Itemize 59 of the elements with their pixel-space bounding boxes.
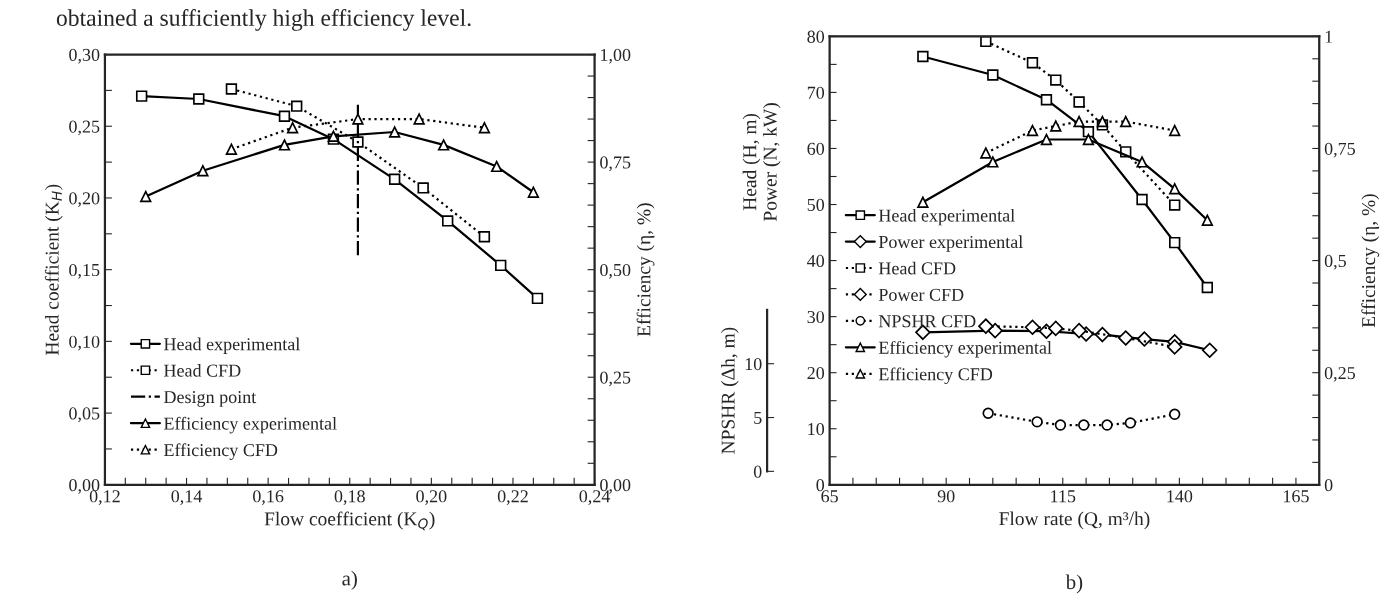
y2-tick-label: 0,75 [600,156,631,172]
legend-label: Efficiency CFD [163,443,278,460]
y-tick-label: 80 [807,30,825,43]
y-tick-label: 50 [807,198,825,211]
legend-label: NPSHR CFD [878,315,976,328]
x-tick-label: 90 [937,490,955,503]
legend-label: Power CFD [878,288,964,301]
y2-tick-label: 0,50 [600,263,631,279]
y3-tick-label: 0 [753,465,762,478]
y-tick-label: 0,10 [69,335,100,351]
y2-tick-label: 0,25 [1324,366,1356,382]
x-axis-title: Flow rate (Q, m³/h) [999,511,1150,530]
y3-tick-label: 10 [745,357,762,371]
y3-axis-title: NPSHR (Δh, m) [721,327,739,454]
x-axis-title: Flow coefficient (K$_{Q}$) [264,511,435,531]
y2-tick-label: 0,5 [1324,254,1346,270]
y2-tick-label: 1 [1325,30,1333,43]
y3-tick-label: 5 [754,411,762,424]
legend-label: Head CFD [163,364,241,377]
y-axis-title: Head coefficient (K$_{H}$) [44,184,63,356]
text: obtained a sufficiently high efficiency level. [56,9,471,31]
y-tick-label: 40 [807,254,825,268]
legend-label: Head experimental [878,208,1015,226]
x-tick-label: 0,22 [497,490,528,505]
y-tick-label: 0,20 [69,192,100,207]
x-tick-label: 0,20 [416,490,447,505]
y2-axis-title: Efficiency (η, %) [636,203,655,337]
y-tick-label: 0,15 [69,263,100,279]
y-tick-label: 10 [808,423,825,436]
x-tick-label: 65 [821,490,838,503]
y-tick-label: 70 [807,86,825,99]
y-tick-label: 0,25 [69,120,100,136]
legend-label: Head CFD [878,261,956,275]
legend-label: Head experimental [163,337,300,354]
text: a) [342,570,357,590]
y-tick-label: 0 [816,479,825,492]
legend-label: Efficiency CFD [878,367,993,385]
y2-tick-label: 0 [1324,479,1333,492]
legend-label: Design point [163,391,257,407]
y2-tick-label: 0,25 [600,371,631,387]
y2-tick-label: 1,00 [601,48,631,64]
x-tick-label: 115 [1051,490,1076,503]
y-tick-label: 30 [807,310,825,324]
y2-tick-label: 0,75 [1324,142,1356,158]
legend-label: Power experimental [878,235,1023,252]
legend-label: Efficiency experimental [163,416,337,434]
y2-axis-title: Efficiency (η, %) [1361,194,1380,328]
y-tick-label: 20 [807,366,825,380]
y-tick-label: 0,30 [69,48,100,64]
x-tick-label: 0,14 [171,490,203,505]
x-tick-label: 140 [1167,490,1193,503]
text: b) [1065,574,1083,594]
x-tick-label: 165 [1283,490,1309,503]
y-tick-label: 0,05 [69,407,100,423]
y-tick-label: 60 [807,142,825,155]
legend-label: Efficiency experimental [878,340,1052,358]
x-tick-label: 0,16 [253,490,284,505]
x-tick-label: 0,18 [334,490,365,505]
y-axis-title: Head (H, m) Power (N, kW) [742,103,781,222]
